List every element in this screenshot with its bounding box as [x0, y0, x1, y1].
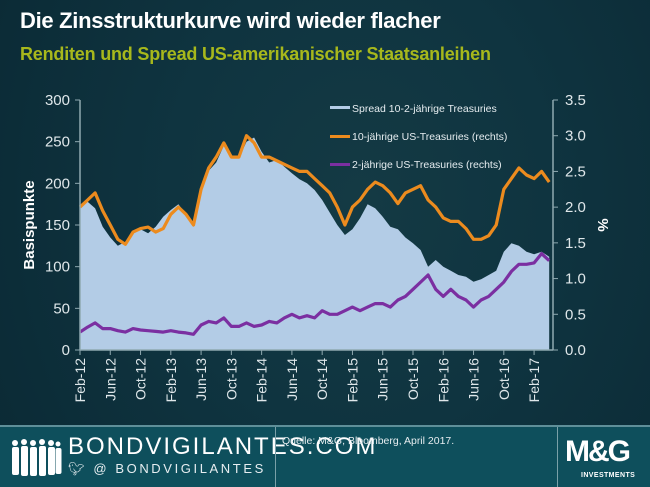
twitter-bird-icon: 🐦︎: [68, 461, 88, 476]
logo-subtext: INVESTMENTS: [581, 472, 636, 479]
y-axis-title-left: Basispunkte: [21, 180, 38, 269]
x-tick-label: Oct-16: [496, 358, 512, 400]
y-tick-label-left: 300: [45, 92, 70, 109]
x-tick-label: Oct-15: [405, 358, 421, 400]
plot-area: [78, 134, 551, 350]
x-tick-label: Feb-17: [526, 358, 542, 403]
x-tick-label: Jun-16: [466, 358, 482, 401]
y-tick-label-left: 200: [45, 175, 70, 192]
axes: 0 50 100 150 200 250 300 0.0 0.5 1.0 1.5 2.0 2.5 3.0 3…: [45, 92, 586, 402]
spread-area: [80, 137, 550, 350]
x-tick-label: Feb-16: [435, 358, 451, 403]
y-tick-label-left: 250: [45, 134, 70, 151]
y-tick-label-right: 1.5: [565, 235, 586, 252]
y-tick-label-right: 3.5: [565, 92, 586, 109]
legend-swatch-two-year: [330, 163, 350, 166]
logo-text: M&G: [565, 435, 631, 468]
x-tick-label: Oct-14: [314, 358, 330, 400]
footer-divider-2: [557, 427, 558, 487]
twitter-handle[interactable]: 🐦︎ @ BONDVIGILANTES: [68, 461, 266, 477]
x-tick-label: Oct-13: [223, 358, 239, 400]
y-tick-label-right: 1.0: [565, 271, 586, 288]
footer-divider-1: [275, 427, 276, 487]
people-silhouette-icon: [12, 439, 62, 476]
chart-title: Die Zinsstrukturkurve wird wieder flache…: [20, 8, 441, 33]
legend-label-spread: Spread 10-2-jährige Treasuries: [352, 103, 497, 115]
x-tick-label: Feb-12: [72, 358, 88, 403]
legend-label-two-year: 2-jährige US-Treasuries (rechts): [352, 159, 502, 171]
y-tick-label-right: 3.0: [565, 128, 586, 145]
chart-svg: 0 50 100 150 200 250 300 0.0 0.5 1.0 1.5 2.0 2.5 3.0 3…: [21, 92, 611, 402]
y-tick-label-left: 150: [45, 217, 70, 234]
legend-label-ten-year: 10-jährige US-Treasuries (rechts): [352, 131, 507, 143]
twitter-handle-text: @ BONDVIGILANTES: [93, 461, 266, 476]
x-tick-label: Jun-13: [193, 358, 209, 401]
y-tick-label-right: 2.5: [565, 163, 586, 180]
two-year-line: [79, 252, 551, 336]
footer: BONDVIGILANTES.COM 🐦︎ @ BONDVIGILANTES Q…: [0, 425, 650, 487]
y-tick-label-left: 100: [45, 259, 70, 276]
ten-year-line: [78, 134, 551, 246]
y-tick-label-right: 2.0: [565, 199, 586, 216]
x-tick-label: Jun-14: [284, 358, 300, 401]
legend-swatch-spread: [330, 106, 350, 109]
y-tick-label-right: 0.0: [565, 342, 586, 359]
x-tick-label: Jun-15: [375, 358, 391, 401]
x-tick-label: Jun-12: [102, 358, 118, 401]
y-tick-label-left: 0: [62, 342, 70, 359]
brand-link[interactable]: BONDVIGILANTES.COM: [68, 433, 378, 460]
source-note: Quelle: M&G, Bloomberg, April 2017.: [282, 435, 455, 447]
x-tick-label: Oct-12: [133, 358, 149, 400]
mg-investments-logo: M&G INVESTMENTS: [565, 435, 645, 483]
x-tick-label: Feb-13: [163, 358, 179, 403]
chart-subtitle: Renditen und Spread US-amerikanischer St…: [20, 44, 491, 64]
y-tick-label-right: 0.5: [565, 306, 586, 323]
y-tick-label-left: 50: [53, 300, 70, 317]
legend: Spread 10-2-jährige Treasuries 10-jährig…: [330, 103, 507, 171]
x-tick-label: Feb-14: [254, 358, 270, 403]
x-tick-label: Feb-15: [344, 358, 360, 403]
legend-swatch-ten-year: [330, 135, 350, 138]
y-axis-title-right: %: [594, 218, 611, 231]
